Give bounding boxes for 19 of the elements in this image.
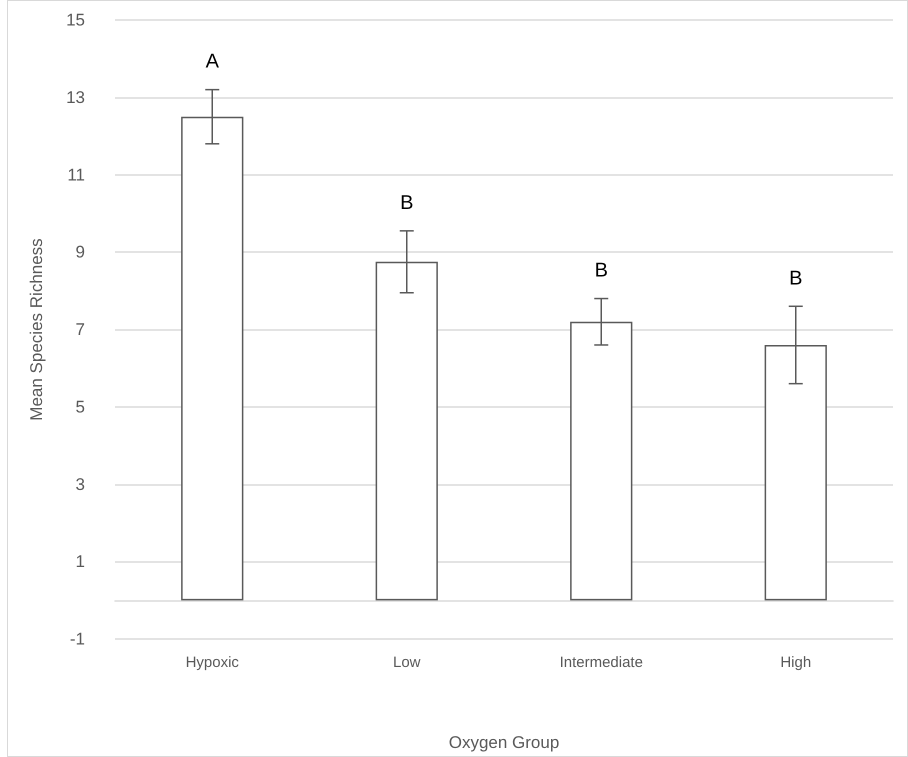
y-tick-label: 1 — [76, 552, 85, 572]
x-tick-label: High — [780, 654, 812, 671]
y-tick-label: 11 — [67, 165, 85, 184]
x-tick-label: Intermediate — [560, 654, 643, 671]
annotation: B — [594, 260, 608, 282]
x-tick-label: Hypoxic — [186, 654, 240, 671]
y-tick-label: 9 — [76, 242, 85, 262]
annotation: B — [400, 192, 414, 214]
y-tick-label: 3 — [76, 474, 85, 494]
y-tick-label: -1 — [70, 630, 85, 648]
y-tick-label: 15 — [66, 10, 85, 30]
x-axis-title: Oxygen Group — [448, 733, 560, 752]
y-tick-label: 13 — [66, 88, 85, 107]
x-tick-label: Low — [392, 654, 421, 671]
y-tick-label: 5 — [76, 397, 85, 416]
y-tick-label: 7 — [76, 320, 85, 339]
annotation: A — [206, 50, 220, 73]
y-axis-title: Mean Species Richness — [27, 238, 46, 421]
annotation: B — [789, 267, 802, 290]
